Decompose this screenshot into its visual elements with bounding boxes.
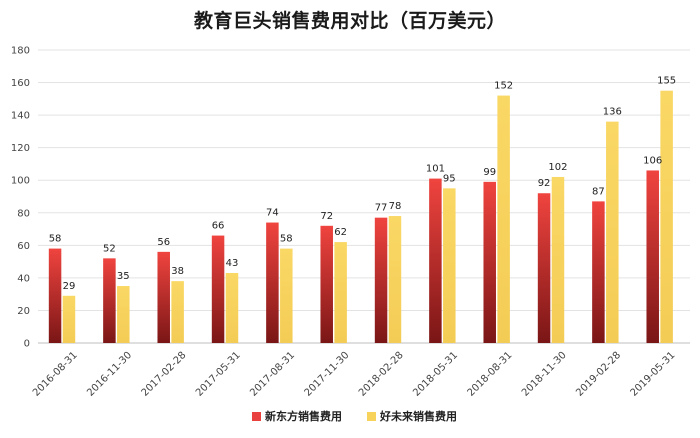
- value-label: 52: [103, 243, 116, 254]
- y-tick-label: 100: [11, 176, 30, 187]
- bar-tal: [117, 286, 130, 343]
- bar-tal: [497, 95, 510, 343]
- x-tick-label: 2016-11-30: [85, 350, 134, 399]
- y-tick-label: 140: [11, 111, 30, 122]
- legend-label: 好未来销售费用: [379, 409, 457, 423]
- y-tick-label: 20: [17, 306, 30, 317]
- bar-xdf: [374, 217, 388, 343]
- bar-tal: [334, 242, 347, 343]
- x-tick-label: 2018-05-31: [411, 350, 460, 399]
- value-label: 74: [266, 208, 279, 219]
- bar-xdf: [211, 235, 225, 343]
- bar-tal: [62, 295, 76, 343]
- bar-xdf: [592, 201, 605, 343]
- bar-xdf: [103, 258, 116, 343]
- bar-tal: [388, 216, 402, 343]
- x-tick-label: 2018-08-31: [466, 350, 515, 399]
- value-label: 106: [643, 155, 662, 166]
- bar-xdf: [646, 170, 659, 343]
- value-label: 95: [443, 173, 456, 184]
- value-label: 152: [494, 81, 513, 92]
- value-label: 43: [226, 258, 239, 269]
- value-label: 35: [117, 271, 130, 282]
- x-tick-label: 2018-11-30: [520, 350, 569, 399]
- x-tick-label: 2017-08-31: [248, 350, 297, 399]
- y-tick-label: 0: [24, 339, 30, 350]
- value-label: 56: [157, 237, 170, 248]
- value-label: 101: [426, 164, 445, 175]
- bar-xdf: [483, 181, 496, 343]
- x-tick-label: 2017-11-30: [303, 350, 352, 399]
- value-label: 29: [63, 281, 76, 292]
- value-label: 78: [389, 201, 402, 212]
- legend-swatch: [252, 412, 261, 421]
- bar-xdf: [266, 222, 279, 343]
- bar-tal: [551, 176, 565, 343]
- y-tick-label: 120: [11, 143, 30, 154]
- x-tick-label: 2018-02-28: [357, 350, 406, 399]
- x-tick-label: 2016-08-31: [31, 350, 80, 399]
- bar-tal: [606, 121, 619, 343]
- y-tick-label: 60: [17, 241, 30, 252]
- x-tick-label: 2019-05-31: [629, 350, 678, 399]
- x-tick-label: 2017-05-31: [194, 350, 243, 399]
- value-label: 136: [603, 107, 622, 118]
- value-label: 102: [548, 162, 567, 173]
- x-tick-label: 2017-02-28: [140, 350, 189, 399]
- value-label: 38: [171, 266, 184, 277]
- bar-xdf: [537, 193, 551, 343]
- value-label: 72: [320, 211, 333, 222]
- bar-tal: [280, 248, 293, 343]
- bar-xdf: [320, 225, 333, 343]
- legend-swatch: [367, 412, 376, 421]
- bar-tal: [443, 188, 456, 343]
- value-label: 92: [538, 178, 551, 189]
- value-label: 62: [334, 227, 347, 238]
- y-tick-label: 160: [11, 78, 30, 89]
- chart-title: 教育巨头销售费用对比（百万美元）: [193, 10, 506, 32]
- value-label: 66: [212, 221, 225, 232]
- y-tick-label: 80: [17, 208, 30, 219]
- y-tick-label: 180: [11, 46, 30, 57]
- bar-xdf: [48, 248, 62, 343]
- value-label: 58: [280, 234, 293, 245]
- bar-xdf: [157, 251, 170, 343]
- x-tick-label: 2019-02-28: [574, 350, 623, 399]
- bar-xdf: [429, 178, 442, 343]
- value-label: 99: [483, 167, 496, 178]
- value-label: 87: [592, 186, 605, 197]
- y-tick-label: 40: [17, 273, 30, 284]
- value-label: 58: [49, 234, 62, 245]
- value-label: 155: [657, 76, 676, 87]
- bar-tal: [660, 90, 673, 343]
- bar-tal: [171, 281, 184, 343]
- legend-label: 新东方销售费用: [265, 409, 342, 423]
- bar-tal: [225, 273, 239, 343]
- value-label: 77: [375, 203, 388, 214]
